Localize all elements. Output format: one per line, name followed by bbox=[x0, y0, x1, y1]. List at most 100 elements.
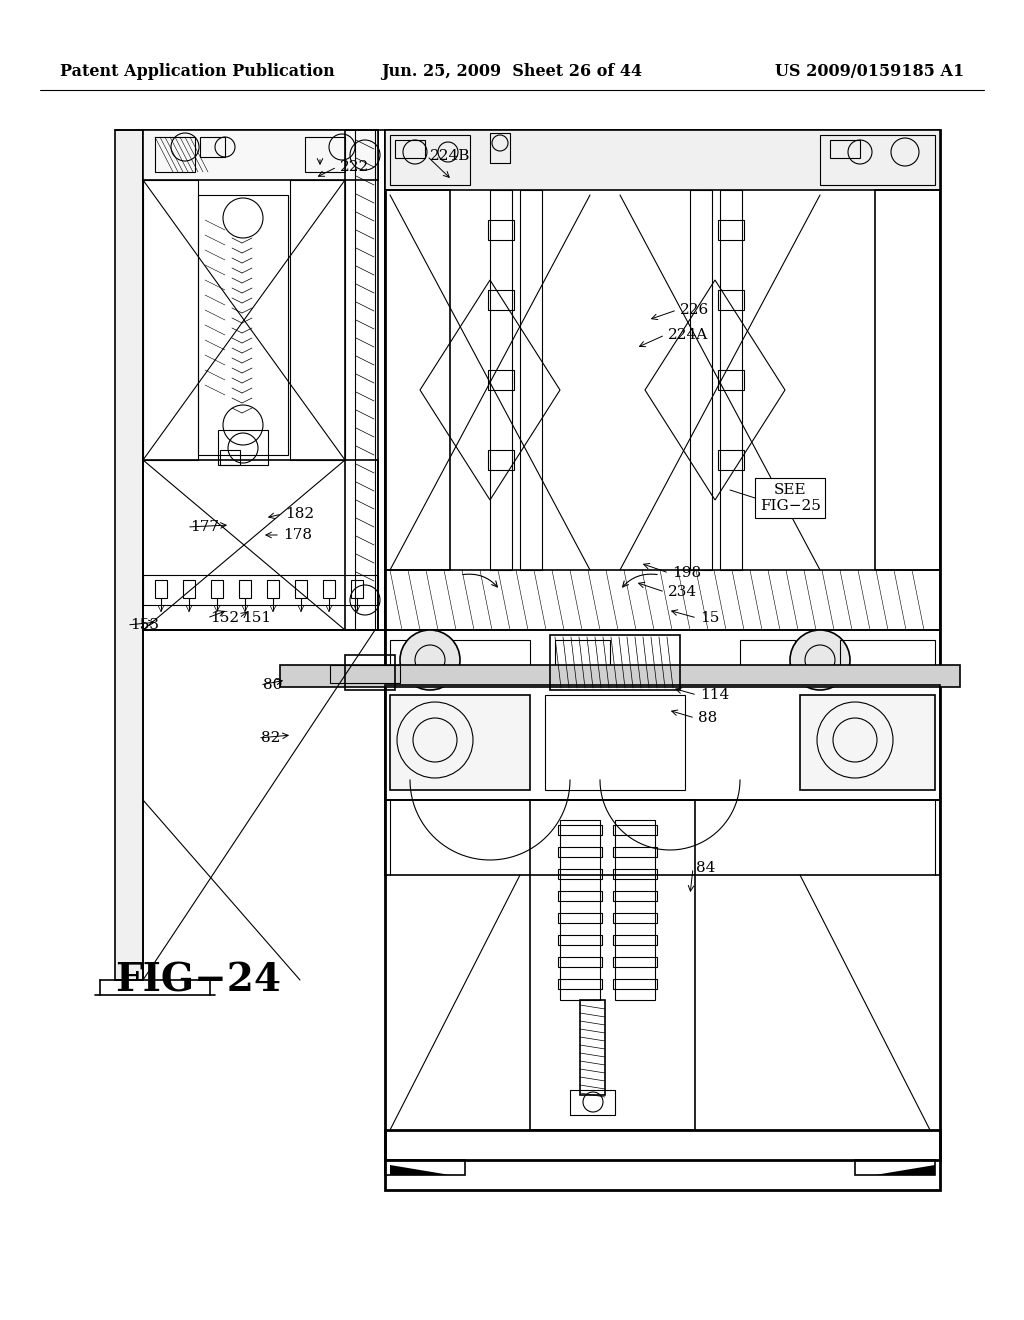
Bar bbox=[613, 957, 657, 968]
Bar bbox=[143, 129, 378, 630]
Bar bbox=[143, 459, 378, 630]
Text: Jun. 25, 2009  Sheet 26 of 44: Jun. 25, 2009 Sheet 26 of 44 bbox=[381, 63, 643, 81]
Polygon shape bbox=[874, 1166, 935, 1175]
Bar bbox=[718, 290, 744, 310]
Bar bbox=[385, 570, 940, 630]
Bar bbox=[351, 579, 362, 598]
Bar bbox=[488, 220, 514, 240]
Text: 153: 153 bbox=[130, 618, 159, 632]
Bar bbox=[613, 913, 657, 923]
Bar bbox=[385, 190, 450, 570]
Text: 177: 177 bbox=[190, 520, 219, 535]
Bar bbox=[613, 825, 657, 836]
Text: SEE
FIG−25: SEE FIG−25 bbox=[760, 483, 821, 513]
Bar bbox=[613, 847, 657, 857]
Bar bbox=[570, 1090, 615, 1115]
Bar bbox=[558, 979, 602, 989]
Circle shape bbox=[790, 630, 850, 690]
Bar bbox=[385, 129, 940, 190]
Bar bbox=[385, 630, 940, 685]
Bar bbox=[550, 635, 680, 690]
Text: 114: 114 bbox=[700, 688, 729, 702]
Bar bbox=[555, 640, 610, 680]
Bar bbox=[183, 579, 195, 598]
Bar bbox=[800, 696, 935, 789]
Bar bbox=[545, 696, 685, 789]
Bar bbox=[615, 820, 655, 1001]
Bar bbox=[558, 847, 602, 857]
Bar bbox=[395, 140, 425, 158]
Bar bbox=[155, 579, 167, 598]
Bar bbox=[718, 370, 744, 389]
Bar bbox=[718, 220, 744, 240]
Bar bbox=[280, 665, 961, 686]
Bar bbox=[720, 190, 742, 570]
Bar bbox=[580, 1001, 605, 1096]
Bar bbox=[155, 137, 195, 172]
Bar bbox=[558, 913, 602, 923]
Bar bbox=[488, 370, 514, 389]
Bar bbox=[855, 1160, 935, 1175]
Bar bbox=[143, 576, 378, 605]
Bar bbox=[613, 979, 657, 989]
Text: 234: 234 bbox=[668, 585, 697, 599]
Text: FIG−24: FIG−24 bbox=[115, 961, 281, 999]
Bar bbox=[385, 800, 940, 875]
Text: 226: 226 bbox=[680, 304, 710, 317]
Bar bbox=[530, 800, 695, 1130]
Bar bbox=[718, 450, 744, 470]
Bar bbox=[218, 430, 268, 465]
Bar bbox=[143, 129, 378, 180]
Bar bbox=[345, 655, 395, 690]
Bar bbox=[874, 190, 940, 570]
Bar bbox=[488, 450, 514, 470]
Bar bbox=[488, 290, 514, 310]
Bar bbox=[143, 180, 198, 459]
Text: 198: 198 bbox=[672, 566, 701, 579]
Bar bbox=[385, 1130, 940, 1160]
Polygon shape bbox=[390, 1166, 450, 1175]
Text: 151: 151 bbox=[242, 611, 271, 624]
Bar bbox=[200, 137, 225, 157]
Bar bbox=[267, 579, 279, 598]
Text: 224B: 224B bbox=[430, 149, 470, 162]
Bar bbox=[520, 190, 542, 570]
Bar bbox=[820, 135, 935, 185]
Bar bbox=[239, 579, 251, 598]
Bar bbox=[558, 825, 602, 836]
Text: 80: 80 bbox=[263, 678, 283, 692]
Text: 88: 88 bbox=[698, 711, 717, 725]
Bar bbox=[390, 640, 530, 680]
Text: 84: 84 bbox=[696, 861, 716, 875]
Bar bbox=[558, 891, 602, 902]
Bar bbox=[385, 685, 940, 800]
Bar bbox=[740, 640, 795, 680]
Text: US 2009/0159185 A1: US 2009/0159185 A1 bbox=[775, 63, 964, 81]
Text: 178: 178 bbox=[283, 528, 312, 543]
Circle shape bbox=[400, 630, 460, 690]
Bar bbox=[323, 579, 335, 598]
Text: 222: 222 bbox=[340, 160, 370, 174]
Bar bbox=[613, 891, 657, 902]
Text: Patent Application Publication: Patent Application Publication bbox=[60, 63, 335, 81]
Text: 224A: 224A bbox=[668, 327, 709, 342]
Bar bbox=[220, 450, 240, 465]
Bar bbox=[490, 133, 510, 162]
Text: 82: 82 bbox=[261, 731, 281, 744]
Bar bbox=[198, 195, 288, 455]
Bar bbox=[385, 129, 940, 1191]
Bar bbox=[558, 869, 602, 879]
Bar bbox=[211, 579, 223, 598]
Bar bbox=[613, 935, 657, 945]
Bar bbox=[560, 820, 600, 1001]
Bar bbox=[385, 1160, 465, 1175]
Text: 182: 182 bbox=[285, 507, 314, 521]
Bar bbox=[558, 935, 602, 945]
Bar bbox=[830, 140, 860, 158]
Bar bbox=[345, 129, 385, 630]
Bar bbox=[390, 135, 470, 185]
Bar bbox=[613, 869, 657, 879]
Bar bbox=[305, 137, 345, 172]
Bar bbox=[690, 190, 712, 570]
Bar bbox=[290, 180, 345, 459]
